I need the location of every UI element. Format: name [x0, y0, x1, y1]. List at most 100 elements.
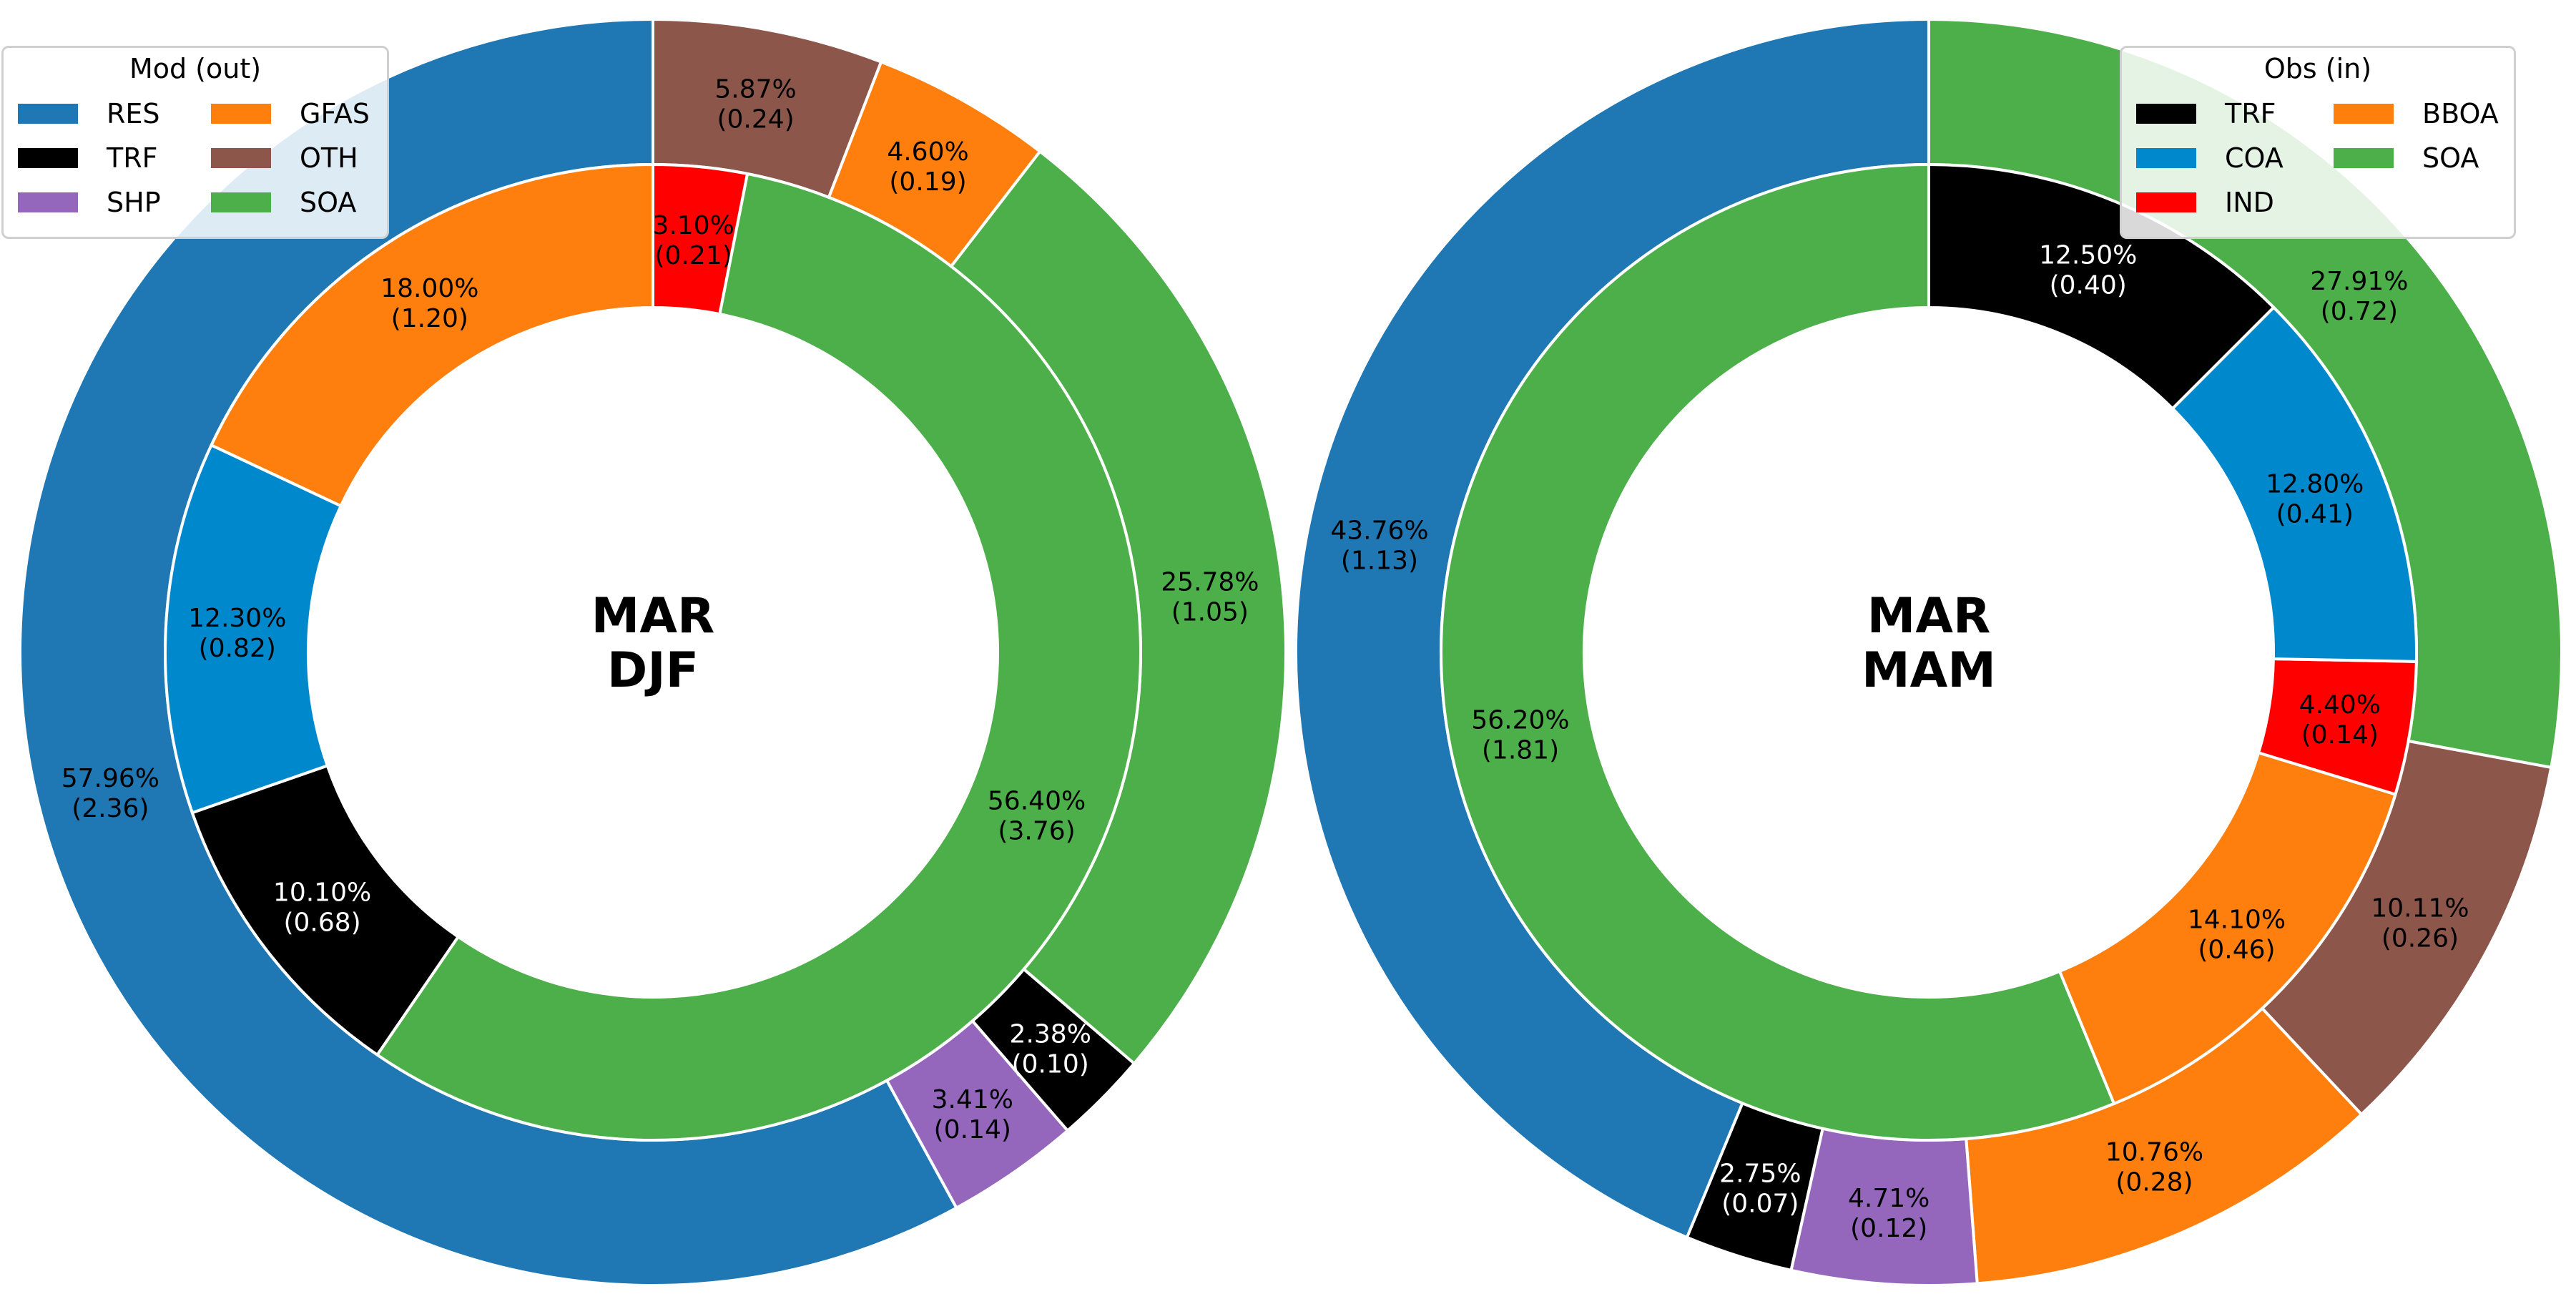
- slice-percent: 12.30%: [188, 604, 286, 633]
- slice-value: (1.81): [1482, 736, 1559, 765]
- outer-label-res: 43.76% (1.13): [1330, 516, 1428, 575]
- legend-label: GFAS: [300, 98, 370, 129]
- legend-label: TRF: [2225, 98, 2276, 129]
- slice-percent: 25.78%: [1161, 567, 1259, 597]
- slice-percent: 12.80%: [2266, 469, 2364, 499]
- inner-slice-soa: [1440, 162, 2116, 1142]
- outer-label-trf: 2.38% (0.10): [1010, 1020, 1091, 1079]
- legend-item-shp: SHP: [18, 187, 180, 218]
- legend-swatch: [2136, 192, 2196, 212]
- slice-value: (0.14): [2301, 720, 2379, 750]
- slice-percent: 10.10%: [273, 878, 371, 907]
- legend-item-trf: TRF: [18, 142, 180, 174]
- slice-value: (0.12): [1850, 1214, 1927, 1243]
- slice-value: (0.68): [283, 908, 360, 937]
- slice-percent: 4.60%: [887, 137, 968, 167]
- slice-value: (0.46): [2198, 936, 2275, 965]
- slice-value: (0.40): [2050, 270, 2127, 300]
- slice-percent: 2.75%: [1719, 1160, 1801, 1189]
- outer-label-oth: 5.87% (0.24): [714, 74, 796, 134]
- slice-percent: 12.50%: [2039, 240, 2137, 270]
- slice-percent: 2.38%: [1010, 1020, 1091, 1049]
- legend-label: TRF: [107, 142, 158, 174]
- slice-value: (1.05): [1171, 597, 1249, 627]
- center-title-line: MAR: [591, 588, 715, 644]
- legend-mod-out: Mod (out) RES GFAS TRF OTH SHP SOA: [1, 46, 389, 239]
- legend-swatch: [211, 148, 271, 168]
- inner-slice-soa: [375, 172, 1142, 1142]
- inner-label-bboa: 14.10% (0.46): [2188, 906, 2286, 965]
- slice-value: (0.26): [2381, 924, 2459, 954]
- inner-label-soa: 56.40% (3.76): [988, 786, 1086, 845]
- slice-percent: 3.41%: [932, 1085, 1013, 1114]
- slice-value: (0.82): [199, 634, 276, 663]
- legend-item-coa: COA: [2136, 142, 2302, 174]
- legend-label: SOA: [300, 187, 357, 218]
- legend-title: Mod (out): [129, 53, 262, 84]
- inner-slice-ind: [2256, 657, 2418, 796]
- legend-entries: TRF BBOA COA SOA IND: [2122, 82, 2514, 218]
- slice-percent: 3.10%: [652, 211, 734, 240]
- inner-slice-bboa: [2058, 750, 2397, 1106]
- outer-label-gfas: 4.60% (0.19): [887, 137, 968, 197]
- slice-value: (0.14): [934, 1115, 1011, 1144]
- legend-swatch: [211, 192, 271, 212]
- outer-label-soa: 25.78% (1.05): [1161, 567, 1259, 627]
- slice-percent: 56.20%: [1471, 706, 1569, 735]
- outer-label-shp: 3.41% (0.14): [932, 1085, 1013, 1144]
- slice-value: (0.24): [717, 104, 794, 134]
- slice-value: (1.13): [1341, 546, 1418, 575]
- outer-label-oth: 10.11% (0.26): [2371, 894, 2469, 954]
- slice-value: (0.19): [889, 167, 966, 197]
- center-title: MAR MAM: [1862, 588, 1996, 699]
- legend-swatch: [2334, 148, 2394, 168]
- center-title: MAR DJF: [591, 588, 715, 699]
- legend-label: IND: [2225, 187, 2274, 218]
- legend-label: COA: [2225, 142, 2284, 174]
- outer-label-soa: 27.91% (0.72): [2310, 267, 2408, 326]
- slice-value: (0.72): [2321, 297, 2398, 326]
- slice-percent: 5.87%: [714, 74, 796, 104]
- slice-percent: 18.00%: [380, 274, 478, 303]
- inner-label-ind: 3.10% (0.21): [652, 211, 734, 270]
- slice-value: (0.07): [1721, 1190, 1799, 1219]
- slice-value: (0.10): [1012, 1050, 1089, 1079]
- legend-item-trf: TRF: [2136, 98, 2302, 129]
- legend-item-oth: OTH: [211, 142, 373, 174]
- outer-label-trf: 2.75% (0.07): [1719, 1160, 1801, 1219]
- outer-label-shp: 4.71% (0.12): [1848, 1184, 1929, 1243]
- legend-item-soa: SOA: [211, 187, 373, 218]
- inner-label-coa: 12.80% (0.41): [2266, 469, 2364, 529]
- slice-value: (0.21): [655, 241, 732, 270]
- slice-percent: 10.76%: [2105, 1138, 2203, 1167]
- legend-obs-in: Obs (in) TRF BBOA COA SOA IND: [2120, 46, 2516, 239]
- outer-label-res: 57.96% (2.36): [62, 764, 159, 823]
- slice-value: (3.76): [998, 816, 1075, 845]
- center-title-line: DJF: [607, 642, 699, 699]
- slice-percent: 56.40%: [988, 786, 1086, 815]
- legend-swatch: [2136, 104, 2196, 124]
- legend-label: BBOA: [2422, 98, 2499, 129]
- inner-slice-coa: [2171, 305, 2418, 663]
- legend-entries: RES GFAS TRF OTH SHP SOA: [4, 82, 387, 218]
- donut-chart-djf: 57.96% (2.36) 3.41% (0.14) 2.38% (0.10) 25.78%…: [19, 17, 1287, 1287]
- legend-title: Obs (in): [2263, 53, 2372, 84]
- slice-value: (0.28): [2115, 1168, 2193, 1197]
- inner-label-soa: 56.20% (1.81): [1471, 706, 1569, 765]
- inner-label-ind: 4.40% (0.14): [2299, 690, 2381, 750]
- slice-percent: 43.76%: [1330, 516, 1428, 545]
- center-title-line: MAR: [1867, 588, 1991, 644]
- center-title-line: MAM: [1862, 642, 1996, 699]
- inner-slice-trf: [1927, 162, 2276, 411]
- legend-label: OTH: [300, 142, 358, 174]
- legend-item-bboa: BBOA: [2334, 98, 2499, 129]
- slice-value: (1.20): [391, 304, 468, 333]
- legend-swatch: [18, 104, 78, 124]
- legend-swatch: [211, 104, 271, 124]
- legend-item-gfas: GFAS: [211, 98, 373, 129]
- slice-percent: 4.40%: [2299, 690, 2381, 720]
- legend-label: SOA: [2422, 142, 2479, 174]
- legend-swatch: [18, 148, 78, 168]
- slice-percent: 57.96%: [62, 764, 159, 793]
